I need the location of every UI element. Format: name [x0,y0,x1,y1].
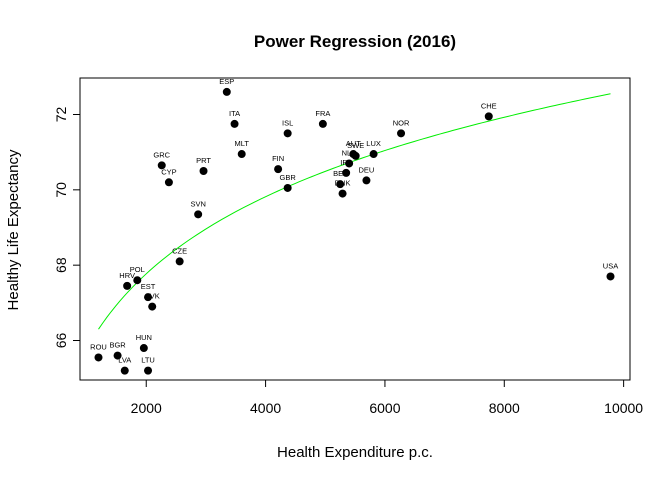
point-label: CYP [161,167,176,176]
point-label: LUX [366,139,381,148]
y-tick-label: 66 [53,333,69,349]
y-axis-label: Healthy Life Expectancy [5,149,22,310]
y-tick-label: 72 [53,107,69,123]
data-point [336,180,345,189]
y-axis: 66 68 70 72 [53,107,81,349]
data-point [120,366,129,375]
point-label: SVK [145,292,160,301]
point-label: DNK [335,179,351,188]
data-point [369,150,378,159]
point-label: ESP [219,77,234,86]
x-tick-label: 4000 [250,400,281,416]
data-point [362,176,371,185]
point-label: SVN [190,199,205,208]
point-label: LTU [141,356,155,365]
data-point [274,165,283,174]
fit-line [98,93,611,330]
data-point [194,210,203,219]
data-point [345,159,354,168]
point-label: PRT [196,156,211,165]
data-point [397,129,406,138]
point-label: NOR [393,118,410,127]
y-tick-label: 68 [53,257,69,273]
fit-line-layer [98,93,611,330]
data-point [133,276,142,285]
point-label: AUT [346,139,361,148]
data-point [113,351,122,360]
point-label: HUN [136,333,152,342]
point-label: IRL [340,158,352,167]
point-label: NLD [342,148,358,157]
data-point [230,119,239,128]
data-point [484,112,493,121]
data-point [283,183,292,192]
point-label: CZE [172,246,187,255]
point-label: USA [603,261,618,270]
data-point [283,129,292,138]
data-point [606,272,615,281]
data-point [139,344,148,353]
point-label: MLT [234,139,249,148]
y-tick-label: 70 [53,182,69,198]
data-point [157,161,166,170]
data-point [144,293,153,302]
data-point [222,87,231,96]
data-point [94,353,103,362]
point-label: ISL [282,118,293,127]
x-tick-label: 10000 [604,400,643,416]
point-label: EST [141,282,156,291]
x-tick-label: 8000 [489,400,520,416]
point-label: HRV [119,271,135,280]
data-point [318,119,327,128]
point-label: GBR [280,173,297,182]
data-point [342,168,351,177]
point-label: ITA [229,109,240,118]
point-label: LVA [118,356,131,365]
point-label: FIN [272,154,284,163]
point-label: ROU [90,342,107,351]
x-axis: 2000 4000 6000 8000 10000 [131,379,643,416]
point-label: DEU [359,165,375,174]
point-label: BGR [109,341,126,350]
data-point [338,189,347,198]
data-point [237,150,246,159]
data-point [199,167,208,175]
x-tick-label: 2000 [131,400,162,416]
point-label: FRA [315,109,330,118]
point-label: CHE [481,101,497,110]
data-point [123,281,132,290]
data-point [175,257,184,266]
x-tick-label: 6000 [369,400,400,416]
data-point [148,302,157,311]
point-label: GRC [153,150,170,159]
point-label: BEL [333,169,347,178]
point-label: SWE [347,141,364,150]
point-label: POL [130,265,145,274]
plot-frame [79,77,631,381]
data-point [351,151,360,160]
data-point [144,366,153,375]
x-axis-label: Health Expenditure p.c. [277,444,433,461]
data-point [164,178,173,187]
chart-title: Power Regression (2016) [254,32,456,51]
